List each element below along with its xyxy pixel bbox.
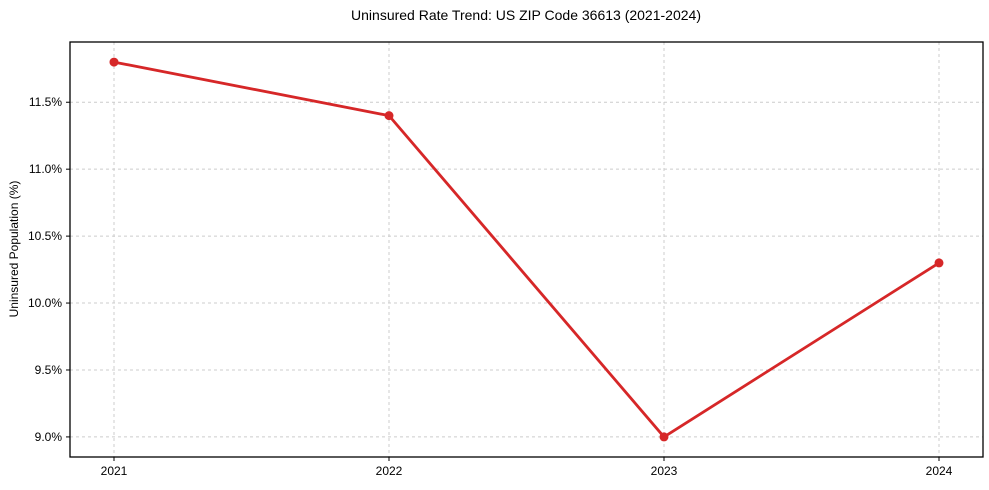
x-tick-label: 2022 (376, 464, 403, 478)
data-point-marker (659, 432, 669, 442)
data-point-marker (934, 258, 944, 268)
trend-line (112, 60, 941, 439)
plot-border (69, 41, 984, 458)
y-tick-label: 11.0% (29, 162, 62, 176)
data-point-marker (384, 111, 394, 121)
x-tick-label: 2024 (926, 464, 953, 478)
x-tick-label: 2021 (101, 464, 128, 478)
x-tick-label: 2023 (651, 464, 678, 478)
y-tick-label: 10.5% (28, 229, 62, 243)
y-tick-label: 11.5% (29, 95, 62, 109)
data-point-marker (109, 57, 119, 67)
y-tick-label: 10.0% (28, 296, 62, 310)
y-tick-label: 9.0% (35, 430, 63, 444)
chart-title: Uninsured Rate Trend: US ZIP Code 36613 … (351, 7, 701, 23)
y-tick-label: 9.5% (35, 363, 63, 377)
